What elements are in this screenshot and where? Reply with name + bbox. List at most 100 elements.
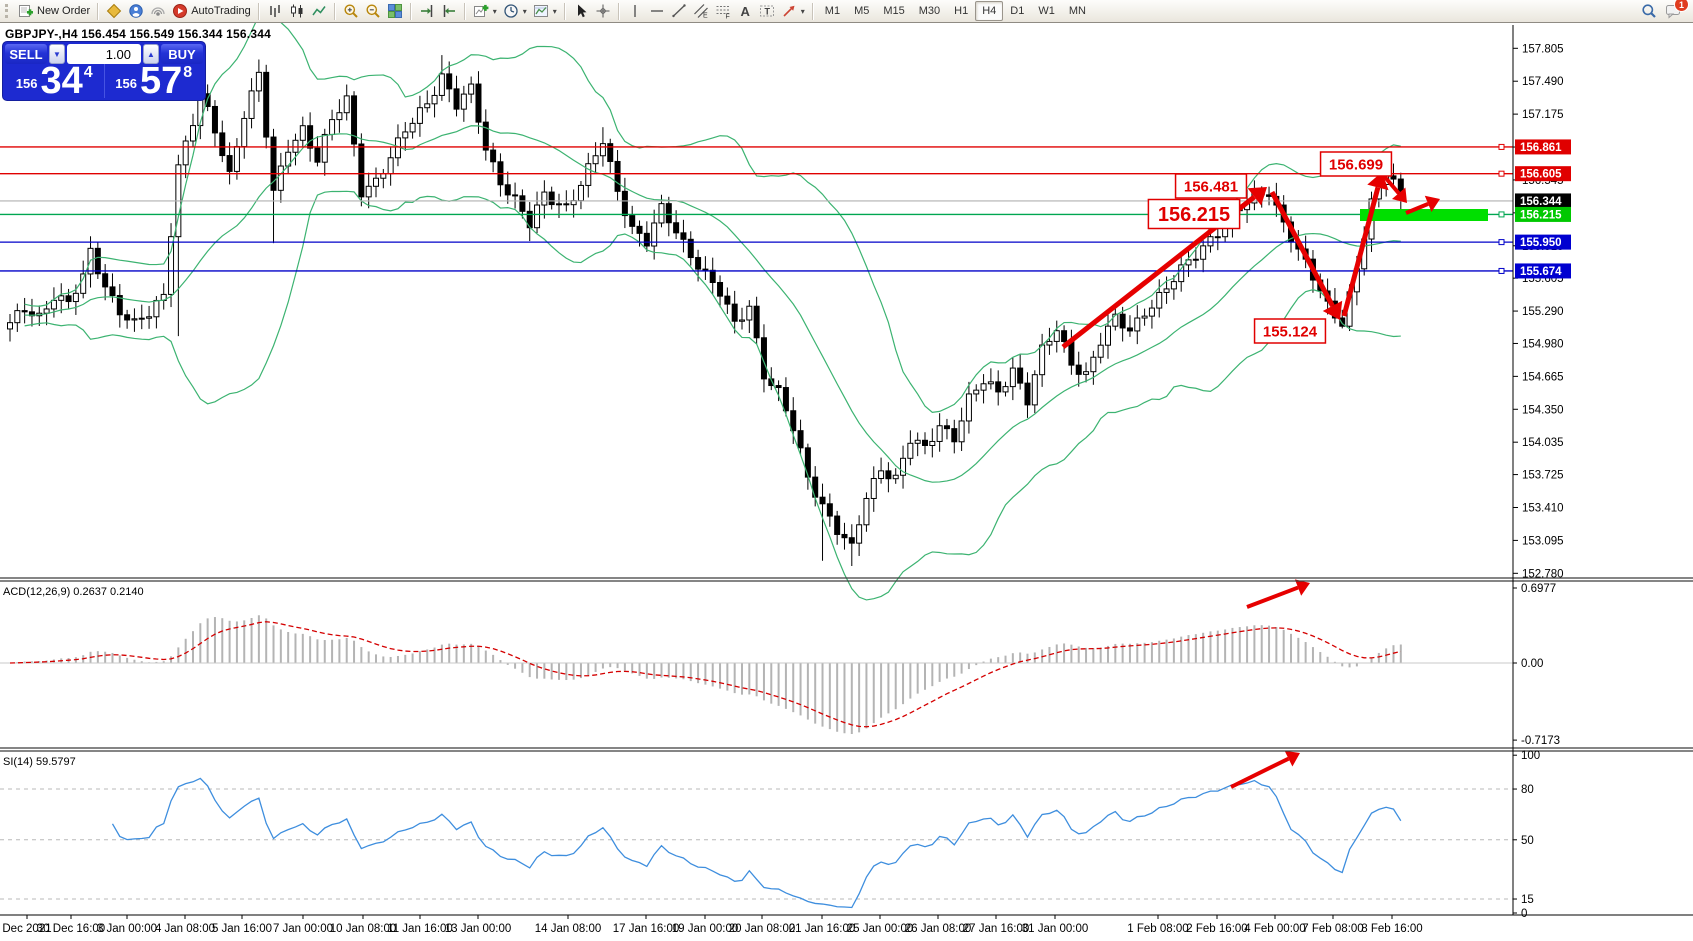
timeframe-button-m30[interactable]: M30: [918, 5, 941, 17]
level-handle[interactable]: [1498, 143, 1505, 150]
equidistant-channel-button[interactable]: E: [690, 2, 712, 21]
volume-increase-button[interactable]: ▲: [143, 44, 159, 64]
timeframe-button-h4[interactable]: H4: [975, 1, 1004, 21]
candle-body: [907, 442, 914, 459]
sell-price-big: 34: [40, 59, 83, 102]
time-tick-label: 30 Dec 16:00: [37, 923, 105, 935]
dropdown-caret-icon[interactable]: ▾: [552, 6, 557, 16]
volume-input[interactable]: 1.00: [67, 44, 141, 64]
scroll-to-end-button[interactable]: [416, 2, 438, 21]
line-chart-button[interactable]: [308, 2, 330, 21]
candle-body: [607, 143, 614, 162]
price-axis[interactable]: 157.805157.490157.175156.860156.545156.2…: [1513, 43, 1571, 920]
zoom-out-button[interactable]: [362, 2, 384, 21]
buy-price[interactable]: 156 57 8: [103, 62, 204, 100]
time-tick-label: 13 Jan 00:00: [445, 923, 512, 935]
timeframe-button-d1[interactable]: D1: [1010, 5, 1025, 17]
annotation-box[interactable]: [1253, 318, 1327, 344]
arrows-button[interactable]: ▾: [778, 2, 808, 21]
candle-body: [614, 160, 621, 192]
candle-body: [424, 103, 431, 109]
horizontal-line-icon: [650, 10, 663, 12]
candle-body: [21, 310, 28, 313]
trend-arrow[interactable]: [1405, 202, 1429, 215]
level-handle[interactable]: [1498, 211, 1505, 218]
sell-price[interactable]: 156 34 4: [5, 59, 104, 102]
candle-body: [782, 387, 789, 412]
toolbar-separator: [811, 2, 814, 20]
bollinger-middle-band: [24, 125, 1401, 483]
text-label-button[interactable]: T: [756, 2, 778, 21]
volume-decrease-button[interactable]: ▼: [49, 44, 65, 64]
buy-button[interactable]: BUY: [161, 44, 203, 64]
trend-arrow[interactable]: [1341, 186, 1381, 317]
candle-body: [958, 420, 965, 443]
time-tick-label: 7 Feb 08:00: [1302, 923, 1363, 935]
buy-price-prefix: 156: [115, 76, 137, 91]
timeframe-button-mn[interactable]: MN: [1068, 5, 1086, 17]
candle-body: [314, 147, 321, 163]
annotation-box[interactable]: [1147, 198, 1241, 230]
search-button[interactable]: [1641, 3, 1657, 19]
annotations: 156.481 156.215 156.699 155.124: [1147, 151, 1393, 344]
trendline-button[interactable]: [668, 2, 690, 21]
dropdown-caret-icon[interactable]: ▾: [800, 6, 805, 16]
level-handle[interactable]: [1498, 239, 1505, 246]
annotation-label: 156.215: [1158, 204, 1230, 226]
timeframe-button-m1[interactable]: M1: [824, 5, 841, 17]
timeframe-button-h1[interactable]: H1: [954, 5, 969, 17]
dropdown-caret-icon[interactable]: ▾: [522, 6, 527, 16]
new-order-button[interactable]: New Order: [15, 2, 93, 21]
trend-arrow[interactable]: [1246, 585, 1299, 609]
templates-button[interactable]: ▾: [530, 2, 560, 21]
macd-tick-label: -0.7173: [1521, 735, 1560, 747]
community-button[interactable]: [125, 2, 147, 21]
trend-arrows: [1061, 172, 1440, 789]
candle-body: [14, 310, 21, 324]
time-tick-label: 21 Jan 16:00: [789, 923, 856, 935]
level-handle[interactable]: [1498, 170, 1505, 177]
candle-body: [1207, 236, 1214, 247]
crosshair-button[interactable]: [592, 2, 614, 21]
price-tick-label: 155.290: [1522, 306, 1564, 318]
timeframe-button-m5[interactable]: M5: [854, 5, 870, 17]
notifications-button[interactable]: 1: [1665, 0, 1689, 19]
bar-chart-button[interactable]: [264, 2, 286, 21]
autotrading-button[interactable]: AutoTrading: [169, 2, 254, 21]
signals-button[interactable]: [147, 2, 169, 21]
timeframe-button-w1[interactable]: W1: [1038, 5, 1055, 17]
candle-body: [416, 107, 423, 124]
metaeditor-button[interactable]: [103, 2, 125, 21]
tile-windows-button[interactable]: [384, 2, 406, 21]
horizontal-line-button[interactable]: [646, 2, 668, 21]
candle-body: [804, 447, 811, 478]
annotation-box[interactable]: [1174, 173, 1248, 199]
candlestick-chart-button[interactable]: [286, 2, 308, 21]
dropdown-caret-icon[interactable]: ▾: [492, 6, 497, 16]
candle-body: [739, 319, 745, 322]
candle-body: [636, 225, 643, 234]
annotation-box[interactable]: [1319, 151, 1393, 177]
chart-shift-button[interactable]: [438, 2, 460, 21]
candle-body: [585, 163, 592, 186]
timeframe-button-m15[interactable]: M15: [883, 5, 905, 17]
text-button[interactable]: A: [734, 2, 756, 21]
vertical-line-button[interactable]: [624, 2, 646, 21]
trend-arrow[interactable]: [1230, 756, 1290, 789]
candle-body: [965, 393, 972, 422]
sell-button[interactable]: SELL: [5, 44, 47, 64]
trend-arrow-head: [1392, 187, 1407, 203]
candle-body: [841, 533, 848, 539]
level-handle[interactable]: [1498, 267, 1505, 274]
candle-body: [878, 470, 885, 480]
new-chart-button[interactable]: ▾: [470, 2, 500, 21]
fibonacci-button[interactable]: F: [712, 2, 734, 21]
toolbar-separator: [563, 2, 566, 20]
periods-button[interactable]: ▾: [500, 2, 530, 21]
zoom-in-button[interactable]: [340, 2, 362, 21]
cursor-button[interactable]: [570, 2, 592, 21]
trend-arrow[interactable]: [1269, 190, 1335, 308]
trend-arrow[interactable]: [1382, 174, 1401, 195]
